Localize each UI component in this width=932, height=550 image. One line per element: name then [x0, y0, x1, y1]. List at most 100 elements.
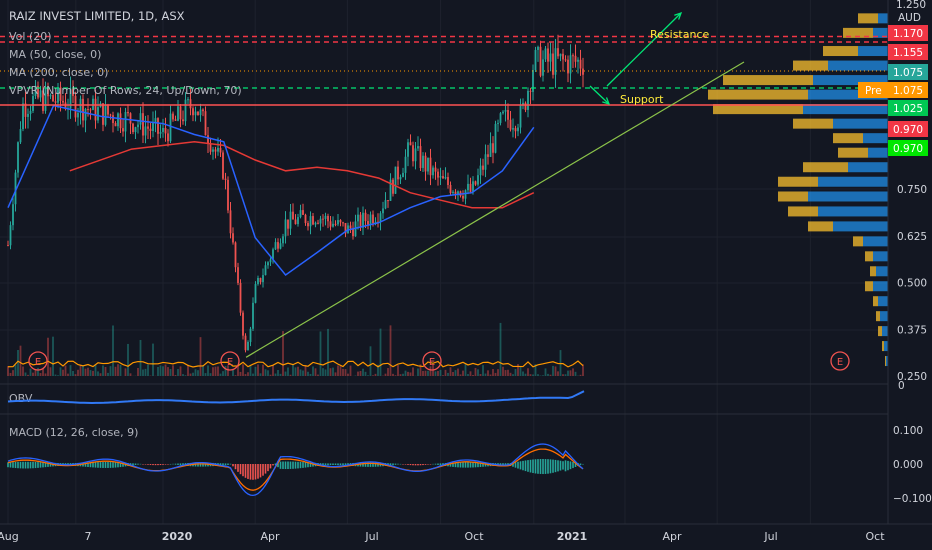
macd-bar [562, 461, 564, 470]
candle-body [414, 148, 417, 162]
volume-bar [529, 374, 532, 376]
volume-bar [212, 367, 214, 376]
volume-bar [114, 366, 117, 376]
candle-body [72, 88, 74, 96]
macd-bar [227, 463, 229, 465]
macd-bar [539, 459, 542, 474]
volume-bar [329, 368, 332, 376]
macd-bar [292, 461, 294, 469]
resistance-label[interactable]: Resistance [650, 28, 710, 41]
price-tag-label: 1.075 [893, 67, 923, 79]
macd-bar [477, 462, 479, 468]
obv-label[interactable]: OBV [9, 392, 33, 405]
volume-bar [44, 373, 47, 376]
candle-body [549, 53, 552, 62]
volume-bar [69, 365, 72, 376]
macd-bar [342, 463, 344, 466]
price-tags: 1.170 1.155 1.075 Pre 1.075 1.025 0.970 0.970 [858, 25, 928, 156]
price-tag-label: 1.025 [893, 103, 923, 115]
vol-indicator-label[interactable]: Vol (20) [9, 30, 52, 43]
macd-bar [569, 461, 572, 470]
volume-bar [492, 369, 494, 376]
resistance-arrow-head [674, 11, 683, 20]
volume-bar [494, 372, 497, 376]
macd-bar [264, 464, 267, 474]
price-axis[interactable]: 0.750 0.625 0.500 0.375 0.250 [897, 184, 927, 383]
annotation-arrows[interactable] [589, 11, 683, 106]
macd-bar [407, 464, 409, 465]
volume-bar [194, 369, 197, 376]
vpvr-down-bar [828, 60, 888, 71]
candle-body [22, 103, 24, 130]
volume-bar [554, 366, 557, 376]
volume-bar [347, 373, 349, 376]
candle-body [287, 219, 289, 229]
macd-bar [274, 463, 277, 466]
macd-bar [529, 459, 532, 473]
vpvr-down-bar [886, 356, 888, 367]
macd-label[interactable]: MACD (12, 26, close, 9) [9, 426, 138, 439]
vpvr-up-bar [882, 341, 884, 352]
volume-bar [412, 367, 414, 376]
macd-bar [427, 464, 429, 465]
ma200-indicator-label[interactable]: MA (200, close, 0) [9, 66, 108, 79]
candle-body [164, 127, 167, 134]
volume-bar [257, 364, 259, 376]
candle-body [89, 109, 92, 111]
volume-bar [59, 367, 62, 376]
macd-bar [94, 462, 97, 468]
candle-body [207, 135, 209, 144]
candle-body [539, 46, 542, 76]
volume-bar [527, 368, 529, 376]
macd-bar [89, 462, 92, 468]
macd-bar [504, 463, 507, 466]
volume-bar [399, 374, 402, 376]
volume-bar [502, 366, 504, 376]
candle-body [172, 113, 174, 120]
vpvr-up-bar [793, 60, 828, 71]
macd-bar [542, 458, 544, 475]
time-tick: Aug [0, 530, 19, 543]
macd-bar [302, 462, 304, 468]
candle-body [204, 111, 207, 136]
volume-bar [479, 374, 482, 376]
candle-body [557, 48, 559, 57]
trendline[interactable] [245, 61, 745, 358]
volume-bar [477, 369, 479, 376]
macd-bar [167, 464, 169, 465]
time-axis[interactable]: Aug 7 2020 Apr Jul Oct 2021 Apr Jul Oct [0, 530, 885, 543]
macd-bar [267, 464, 269, 472]
macd-bar [397, 463, 399, 465]
volume-bar [462, 370, 464, 376]
chart-title: RAIZ INVEST LIMITED, 1D, ASX [9, 9, 185, 23]
macd-bar [174, 463, 177, 465]
ma50-indicator-label[interactable]: MA (50, close, 0) [9, 48, 101, 61]
vpvr-down-bar [873, 251, 888, 262]
macd-bar [432, 463, 434, 465]
time-tick: Apr [662, 530, 682, 543]
vpvr-down-bar [873, 281, 888, 292]
vpvr-up-bar [858, 13, 878, 24]
macd-bar [524, 460, 527, 472]
vpvr-indicator-label[interactable]: VPVR (Number Of Rows, 24, Up/Down, 70) [9, 84, 242, 97]
macd-bar [462, 462, 464, 468]
candle-body [419, 146, 422, 168]
volume-bar [9, 372, 12, 376]
vpvr-down-bar [848, 162, 888, 173]
candle-body [84, 108, 87, 121]
volume-bar [187, 364, 189, 376]
volume-bar [504, 370, 507, 376]
macd-bar [169, 463, 172, 465]
candle-body [464, 190, 467, 199]
currency-label: AUD [898, 12, 921, 24]
macd-bar [552, 459, 554, 473]
volume-bar [102, 365, 104, 376]
candle-body [424, 155, 427, 172]
volume-bar [437, 370, 439, 376]
volume-bar [319, 331, 322, 376]
support-label[interactable]: Support [620, 93, 664, 106]
candle-body [82, 98, 84, 121]
macd-bar [44, 462, 47, 468]
